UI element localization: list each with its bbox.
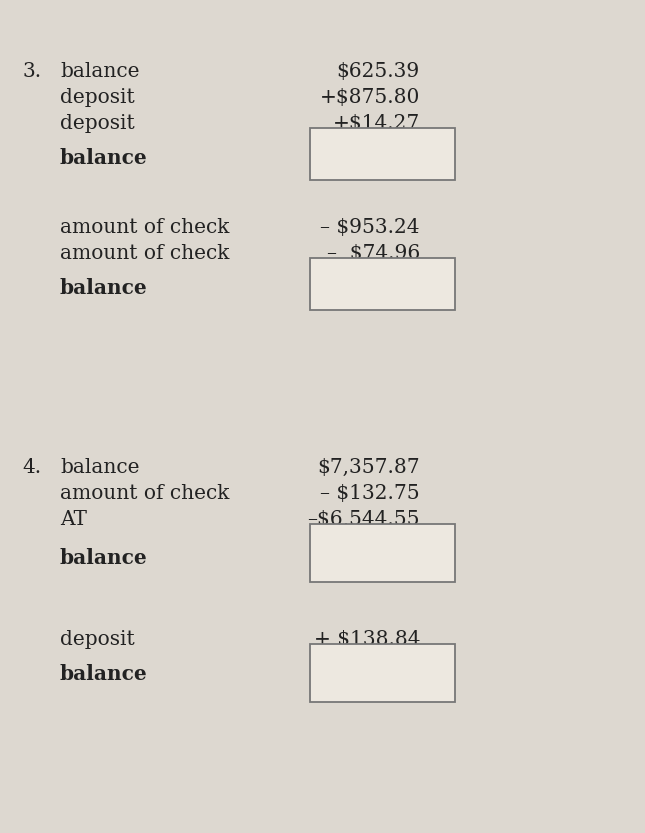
- Text: – $953.24: – $953.24: [321, 218, 420, 237]
- Text: balance: balance: [60, 458, 139, 477]
- Text: + $138.84: + $138.84: [313, 630, 420, 649]
- Text: 3.: 3.: [22, 62, 41, 81]
- Text: balance: balance: [60, 548, 148, 568]
- Text: AT: AT: [60, 510, 87, 529]
- Bar: [310, 258, 455, 310]
- Text: balance: balance: [60, 148, 148, 168]
- Text: $625.39: $625.39: [337, 62, 420, 81]
- Bar: [310, 644, 455, 702]
- Text: –  $74.96: – $74.96: [327, 244, 420, 263]
- Bar: [310, 128, 455, 180]
- Text: balance: balance: [60, 664, 148, 684]
- Text: amount of check: amount of check: [60, 218, 230, 237]
- Text: –$6,544.55: –$6,544.55: [308, 510, 420, 529]
- Text: +$875.80: +$875.80: [320, 88, 420, 107]
- Text: balance: balance: [60, 62, 139, 81]
- Text: deposit: deposit: [60, 88, 135, 107]
- Text: balance: balance: [60, 278, 148, 298]
- Text: +$14.27: +$14.27: [333, 114, 420, 133]
- Text: amount of check: amount of check: [60, 484, 230, 503]
- Text: $7,357.87: $7,357.87: [317, 458, 420, 477]
- Text: 4.: 4.: [22, 458, 41, 477]
- Text: – $132.75: – $132.75: [321, 484, 420, 503]
- Text: deposit: deposit: [60, 630, 135, 649]
- Bar: [310, 524, 455, 582]
- Text: amount of check: amount of check: [60, 244, 230, 263]
- Text: deposit: deposit: [60, 114, 135, 133]
